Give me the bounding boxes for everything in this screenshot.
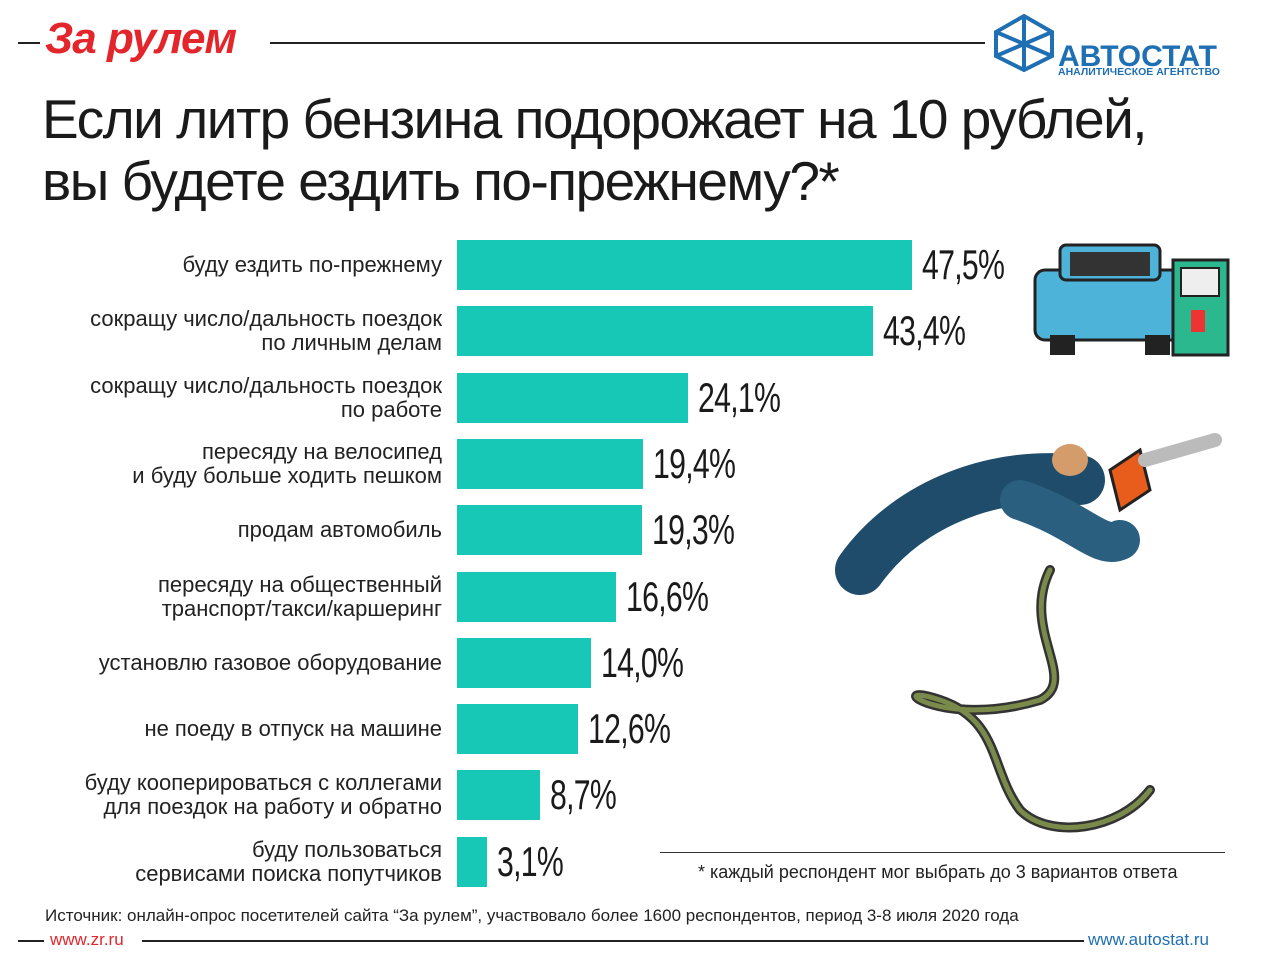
bar (457, 704, 578, 755)
bar (457, 505, 642, 556)
agency-tagline: АНАЛИТИЧЕСКОЕ АГЕНТСТВО (1058, 66, 1220, 78)
chart-title: Если литр бензина подорожает на 10 рубле… (42, 88, 1148, 212)
category-label: буду кооперироваться с коллегами для пое… (84, 770, 442, 820)
bar (457, 306, 873, 357)
bar (457, 637, 592, 688)
source-note: Источник: онлайн-опрос посетителей сайта… (45, 906, 1019, 925)
value-label: 47,5% (922, 241, 1005, 288)
category-label: пересяду на общественный транспорт/такси… (157, 571, 442, 621)
category-label: буду пользоваться сервисами поиска попут… (135, 836, 442, 886)
rule (660, 852, 1225, 853)
agency-name: АВТОСТАТ (1058, 40, 1217, 73)
bar (457, 240, 912, 290)
value-label: 16,6% (626, 572, 709, 620)
man-illustration (835, 433, 1222, 833)
value-label: 24,1% (697, 373, 781, 421)
value-label: 19,4% (652, 439, 736, 487)
footer-url: www.zr.ru (50, 930, 124, 949)
value-label: 19,3% (651, 506, 735, 554)
value-label: 43,4% (882, 307, 966, 355)
bar (457, 836, 487, 887)
category-label: не поеду в отпуск на машине (144, 716, 442, 742)
agency-logo (994, 13, 1054, 73)
value-label: 12,6% (587, 705, 671, 753)
rule (270, 42, 985, 44)
bar (457, 571, 616, 622)
value-label: 3,1% (496, 837, 564, 885)
bar (457, 372, 688, 423)
bar (457, 438, 643, 489)
bar (457, 770, 541, 821)
footnote: * каждый респондент мог выбрать до 3 вар… (698, 862, 1178, 882)
category-label: пересяду на велосипед и буду больше ходи… (132, 438, 442, 488)
rule (18, 42, 40, 44)
rule (18, 940, 44, 942)
category-label: сокращу число/дальность поездок по личны… (90, 306, 442, 356)
brand-logo: За рулем (45, 14, 237, 63)
rule (142, 940, 1084, 942)
category-label: сокращу число/дальность поездок по работ… (90, 372, 442, 422)
car-illustration (1033, 243, 1230, 357)
category-label: продам автомобиль (237, 517, 442, 543)
value-label: 14,0% (601, 638, 684, 686)
footer-url: www.autostat.ru (1088, 930, 1209, 949)
category-label: буду ездить по-прежнему (182, 252, 442, 277)
value-label: 8,7% (550, 771, 617, 819)
category-label: установлю газовое оборудование (98, 649, 442, 675)
